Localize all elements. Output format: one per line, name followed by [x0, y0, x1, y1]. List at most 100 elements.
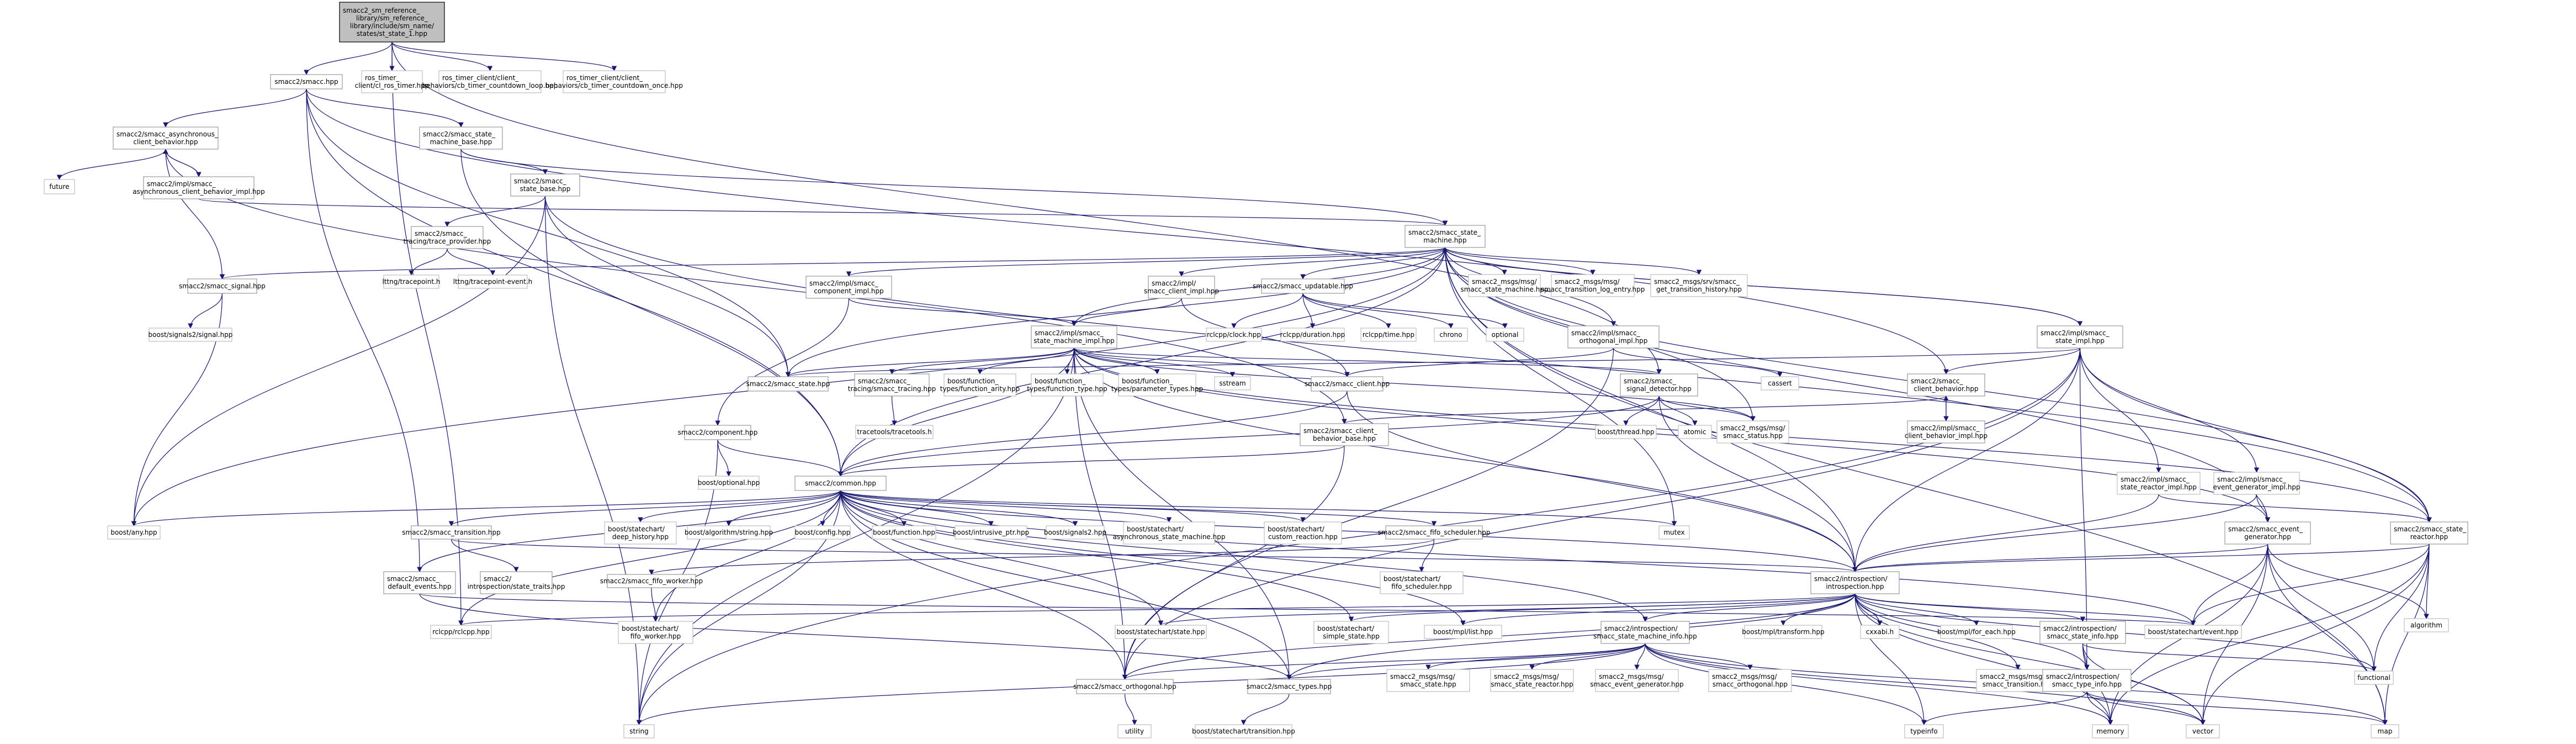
- node-sr-impl[interactable]: smacc2/impl/smacc_ state_reactor_impl.hpp: [2117, 472, 2201, 495]
- node-bany[interactable]: boost/any.hpp: [107, 525, 161, 540]
- node-sc-async[interactable]: boost/statechart/asynchronous_state_mach…: [1113, 521, 1226, 545]
- node-cassert[interactable]: cassert: [1761, 376, 1799, 391]
- node-component[interactable]: smacc2/component.hpp: [678, 425, 758, 440]
- node-msg-sreactor[interactable]: smacc2_msgs/msg/smacc_state_reactor.hpp: [1490, 669, 1574, 692]
- node-type-info[interactable]: smacc2/introspection/smacc_type_info.hpp: [2042, 669, 2132, 692]
- node-memory[interactable]: memory: [2092, 724, 2129, 738]
- node-client[interactable]: smacc2/smacc_client.hpp: [1305, 376, 1390, 392]
- node-bconfig[interactable]: boost/config.hpp: [794, 525, 851, 540]
- node-sc-transition[interactable]: boost/statechart/transition.hpp: [1192, 724, 1295, 738]
- node-functional[interactable]: functional: [2354, 671, 2394, 685]
- node-future[interactable]: future: [44, 179, 75, 194]
- node-signal-det[interactable]: smacc2/smacc_ signal_detector.hpp: [1620, 373, 1698, 397]
- node-msg-sm[interactable]: smacc2_msgs/msg/smacc_state_machine.hpp: [1460, 274, 1549, 297]
- node-bthread[interactable]: boost/thread.hpp: [1595, 425, 1657, 439]
- node-msg-status[interactable]: smacc2_msgs/msg/smacc_status.hpp: [1716, 420, 1789, 444]
- node-default-ev[interactable]: smacc2/smacc_ default_events.hpp: [383, 571, 456, 594]
- node-common[interactable]: smacc2/common.hpp: [794, 476, 887, 491]
- node-lttng-tp[interactable]: lttng/tracepoint.h: [382, 275, 441, 289]
- node-fifo-worker[interactable]: smacc2/smacc_fifo_worker.hpp: [600, 574, 703, 588]
- node-tracing-prov[interactable]: smacc2/smacc_ tracing/trace_provider.hpp: [404, 226, 491, 249]
- node-utility[interactable]: utility: [1117, 724, 1152, 738]
- node-rclcpp-clock[interactable]: rclcpp/clock.hpp: [1206, 328, 1262, 342]
- node-intro-st[interactable]: smacc2/introspection/state_traits.hpp: [468, 571, 565, 594]
- node-sc-custom[interactable]: boost/statechart/custom_reaction.hpp: [1264, 521, 1342, 545]
- node-ros-timer[interactable]: ros_timer_ client/cl_ros_timer.hpp: [355, 70, 430, 93]
- node-introspection[interactable]: smacc2/introspection/introspection.hpp: [1810, 571, 1900, 594]
- node-algorithm[interactable]: algorithm: [2404, 618, 2449, 632]
- node-optional[interactable]: optional: [1486, 328, 1524, 342]
- node-mpl-transform[interactable]: boost/mpl/transform.hpp: [1742, 625, 1825, 639]
- edge-common-to-rclcpp: [458, 490, 841, 626]
- node-transition[interactable]: smacc2/smacc_transition.hpp: [402, 525, 501, 540]
- node-mutex[interactable]: mutex: [1658, 525, 1690, 540]
- node-label: boost/signals2.hpp: [1044, 529, 1106, 536]
- node-vector[interactable]: vector: [2186, 724, 2220, 738]
- node-smacc[interactable]: smacc2/smacc.hpp: [270, 74, 343, 89]
- node-map[interactable]: map: [2371, 724, 2399, 738]
- node-mpl-foreach[interactable]: boost/mpl/for_each.hpp: [1937, 625, 2016, 639]
- node-sm[interactable]: smacc2/smacc_state_ machine.hpp: [1404, 225, 1486, 248]
- node-state-impl[interactable]: smacc2/impl/smacc_ state_impl.hpp: [2037, 325, 2123, 349]
- node-event-gen[interactable]: smacc2/smacc_event_ generator.hpp: [2224, 521, 2311, 545]
- edge-async-cb-to-client-beh-base: [165, 149, 1347, 424]
- node-cb-loop[interactable]: ros_timer_client/client_ behaviors/cb_tim…: [422, 70, 558, 93]
- node-state[interactable]: smacc2/smacc_state.hpp: [746, 376, 830, 392]
- node-orthogonal[interactable]: smacc2/smacc_orthogonal.hpp: [1073, 679, 1176, 694]
- node-sm-base[interactable]: smacc2/smacc_state_ machine_base.hpp: [419, 126, 503, 150]
- node-signal[interactable]: smacc2/smacc_signal.hpp: [179, 278, 266, 294]
- node-msg-trans-log[interactable]: smacc2_msgs/msg/smacc_transition_log_ent…: [1541, 274, 1645, 297]
- node-sc-state[interactable]: boost/statechart/state.hpp: [1115, 625, 1207, 639]
- node-sc-deep[interactable]: boost/statechart/deep_history.hpp: [604, 521, 677, 545]
- node-comp-impl[interactable]: smacc2/impl/smacc_ component_impl.hpp: [805, 276, 892, 299]
- node-sc-fifo-sched[interactable]: boost/statechart/fifo_scheduler.hpp: [1380, 571, 1464, 594]
- edge-event-gen-to-functional: [2267, 544, 2377, 672]
- node-bsig2[interactable]: boost/signals2.hpp: [1044, 525, 1106, 540]
- node-orth-impl[interactable]: smacc2/impl/smacc_ orthogonal_impl.hpp: [1567, 325, 1660, 349]
- node-bintr[interactable]: boost/intrusive_ptr.hpp: [953, 525, 1029, 540]
- node-bopt[interactable]: boost/optional.hpp: [698, 476, 760, 490]
- node-sm-impl[interactable]: smacc2/impl/smacc_ state_machine_impl.hpp: [1031, 325, 1117, 349]
- node-evgen-impl[interactable]: smacc2/impl/smacc_ event_generator_impl.h…: [2213, 472, 2301, 495]
- node-state-base[interactable]: smacc2/smacc_ state_base.hpp: [510, 173, 580, 197]
- node-msg-orth[interactable]: smacc2_msgs/msg/smacc_orthogonal.hpp: [1708, 669, 1792, 692]
- node-state-reactor[interactable]: smacc2/smacc_state_ reactor.hpp: [2390, 521, 2468, 545]
- node-balgo[interactable]: boost/algorithm/string.hpp: [685, 525, 773, 540]
- node-rclcpp-dur[interactable]: rclcpp/duration.hpp: [1280, 328, 1345, 342]
- node-cxxabi[interactable]: cxxabi.h: [1860, 625, 1900, 639]
- node-client-impl[interactable]: smacc2/impl/smacc_client_impl.hpp: [1144, 276, 1219, 299]
- node-bs-signal[interactable]: boost/signals2/signal.hpp: [149, 328, 233, 342]
- node-tracetools[interactable]: tracetools/tracetools.h: [855, 425, 934, 439]
- node-client-beh-base[interactable]: smacc2/smacc_client_ behavior_base.hpp: [1300, 423, 1389, 446]
- node-msg-state[interactable]: smacc2_msgs/msg/smacc_state.hpp: [1386, 669, 1470, 692]
- node-string[interactable]: string: [623, 724, 655, 738]
- node-async-cb[interactable]: smacc2/smacc_asynchronous_ client_behavio…: [113, 126, 219, 150]
- node-async-impl[interactable]: smacc2/impl/smacc_ asynchronous_client_be…: [132, 176, 265, 199]
- node-cb-once[interactable]: ros_timer_client/client_ behaviors/cb_tim…: [545, 70, 683, 93]
- node-lttng-tpe[interactable]: lttng/tracepoint-event.h: [453, 275, 533, 289]
- node-client-beh[interactable]: smacc2/smacc_ client_behavior.hpp: [1907, 373, 1985, 397]
- node-atomic[interactable]: atomic: [1678, 425, 1712, 439]
- node-fifo-sched[interactable]: smacc2/smacc_fifo_scheduler.hpp: [1377, 525, 1491, 540]
- node-typeinfo[interactable]: typeinfo: [1904, 724, 1944, 738]
- node-msg-evgen[interactable]: smacc2_msgs/msg/smacc_event_generator.hp…: [1590, 669, 1684, 692]
- node-tracing[interactable]: smacc2/smacc_ tracing/smacc_tracing.hpp: [848, 373, 936, 397]
- node-types[interactable]: smacc2/smacc_types.hpp: [1247, 679, 1332, 694]
- node-updatable[interactable]: smacc2/smacc_updatable.hpp: [1253, 278, 1353, 294]
- node-intro-smi[interactable]: smacc2/introspection/smacc_state_machine…: [1593, 621, 1697, 644]
- node-mpl-list[interactable]: boost/mpl/list.hpp: [1424, 625, 1502, 639]
- node-sstream[interactable]: sstream: [1214, 376, 1251, 391]
- node-chrono[interactable]: chrono: [1434, 328, 1468, 342]
- node-rclcpp-time[interactable]: rclcpp/time.hpp: [1360, 328, 1417, 342]
- node-bfunc[interactable]: boost/function.hpp: [872, 525, 936, 540]
- node-sc-fifo-worker[interactable]: boost/statechart/fifo_worker.hpp: [618, 621, 693, 644]
- node-fn-param[interactable]: boost/function_ types/parameter_types.hpp: [1111, 373, 1203, 397]
- node-sc-simple[interactable]: boost/statechart/simple_state.hpp: [1313, 621, 1389, 644]
- node-fn-arity[interactable]: boost/function_ types/function_arity.hpp: [940, 373, 1020, 397]
- node-rclcpp[interactable]: rclcpp/rclcpp.hpp: [430, 625, 492, 639]
- node-client-beh-impl[interactable]: smacc2/impl/smacc_ client_behavior_impl.h…: [1905, 420, 1987, 444]
- node-srv-hist[interactable]: smacc2_msgs/srv/smacc_ get_transition_his…: [1650, 274, 1748, 297]
- node-intro-si[interactable]: smacc2/introspection/smacc_state_info.hp…: [2039, 621, 2126, 644]
- node-sc-event[interactable]: boost/statechart/event.hpp: [2144, 625, 2242, 639]
- node-fn-type[interactable]: boost/function_ types/function_type.hpp: [1027, 373, 1107, 397]
